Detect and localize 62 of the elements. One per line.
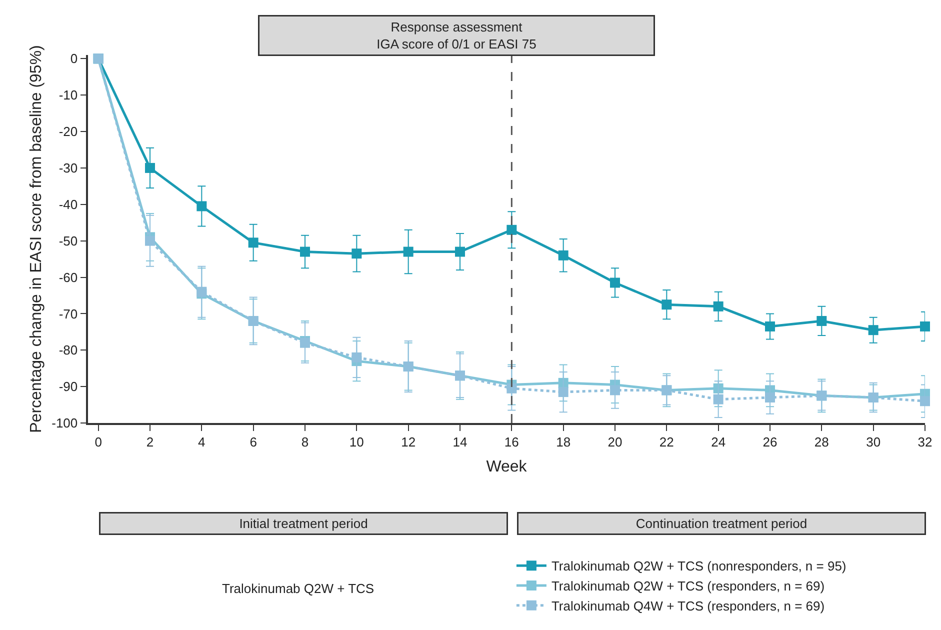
x-axis-title: Week (486, 458, 528, 476)
point (352, 248, 362, 259)
x-tick-label: 8 (301, 434, 309, 450)
point (145, 162, 155, 173)
y-axis-title: Percentage change in EASI score from baseline (95%) (28, 45, 46, 433)
point (558, 387, 568, 398)
point (558, 250, 568, 260)
y-tick-label: -10 (58, 88, 78, 103)
point (610, 385, 620, 396)
ref-line-label: Response assessment IGA score of 0/1 or EASI 75 (376, 20, 536, 52)
point (506, 224, 517, 235)
x-tick-label: 26 (762, 434, 778, 450)
point (248, 238, 258, 248)
x-tick-label: 30 (866, 434, 881, 450)
x-tick-label: 4 (198, 434, 206, 450)
point (765, 321, 775, 332)
y-tick-label: -20 (58, 124, 78, 140)
y-tick-label: -90 (58, 379, 78, 394)
y-tick-label: -50 (58, 233, 78, 248)
x-tick-label: 22 (659, 434, 674, 450)
point (506, 383, 517, 394)
y-tick-label: 0 (70, 51, 78, 66)
x-tick-label: 24 (711, 434, 726, 450)
text: Tralokinumab Q2W + TCS (222, 581, 374, 596)
point (868, 325, 878, 336)
y-tick-label: -100 (52, 416, 78, 431)
x-tick-label: 28 (814, 434, 829, 450)
x-tick-label: 2 (146, 434, 154, 450)
y-tick-label: -70 (58, 306, 78, 322)
point (920, 321, 930, 332)
point (455, 246, 465, 257)
point (403, 246, 414, 257)
x-tick-label: 18 (556, 434, 571, 450)
point (300, 246, 310, 257)
point (713, 394, 724, 404)
point (765, 392, 775, 402)
text: Initial treatment period (239, 516, 368, 531)
point (196, 201, 207, 212)
y-tick-label: -30 (58, 160, 78, 176)
x-tick-label: 14 (452, 434, 468, 450)
x-tick-label: 32 (918, 434, 932, 450)
point (920, 396, 930, 406)
point (816, 316, 827, 326)
text: Continuation treatment period (636, 516, 808, 531)
x-tick-label: 20 (608, 434, 622, 450)
point (352, 352, 362, 362)
x-tick-label: 6 (250, 434, 257, 450)
y-tick-label: -60 (58, 270, 78, 285)
x-tick-label: 0 (94, 434, 102, 450)
legend-label: Tralokinumab Q2W + TCS (responders, n = 69) (551, 578, 825, 594)
legend-label: Tralokinumab Q2W + TCS (nonresponders, n = 95) (551, 558, 846, 574)
y-tick-label: -80 (58, 342, 78, 358)
x-tick-label: 16 (504, 434, 519, 450)
x-tick-label: 12 (401, 434, 416, 450)
point (713, 301, 724, 312)
x-tick-label: 10 (349, 434, 364, 450)
y-tick-label: -40 (58, 196, 78, 212)
point (610, 278, 620, 288)
legend-label: Tralokinumab Q4W + TCS (responders, n = 69) (551, 598, 825, 614)
point (145, 236, 155, 246)
point (662, 300, 672, 310)
point (713, 383, 724, 394)
